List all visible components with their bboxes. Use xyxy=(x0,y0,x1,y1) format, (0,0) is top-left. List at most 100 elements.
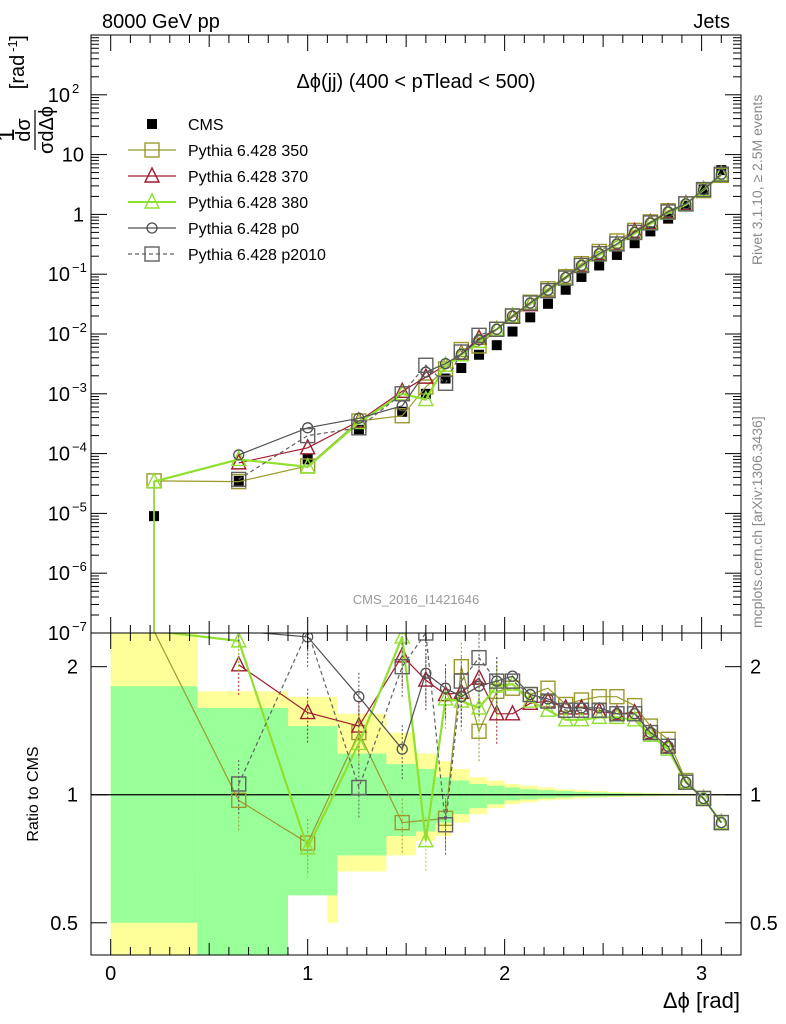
energy-label: 8000 GeV pp xyxy=(102,11,220,33)
data-point-p380 xyxy=(453,345,470,362)
data-point-p380 xyxy=(488,319,505,336)
ratio-point-p370 xyxy=(573,698,590,715)
data-point-cms xyxy=(397,406,408,417)
ratio-y-tick-label: 1 xyxy=(67,785,78,807)
data-point-p0 xyxy=(593,248,605,260)
ratio-point-p350 xyxy=(609,689,625,705)
data-point-p2010 xyxy=(609,236,625,252)
ratio-point-p380 xyxy=(350,733,368,751)
data-point-cms xyxy=(353,424,364,435)
series-line-p380 xyxy=(153,173,723,483)
ylabel-dsigma: dσ xyxy=(13,118,35,142)
uncertainty-band-green xyxy=(110,686,198,923)
ratio-point-p2010 xyxy=(504,673,521,689)
ratio-line-p350 xyxy=(154,633,722,844)
data-point-cms xyxy=(594,260,605,271)
data-point-p2010 xyxy=(522,295,538,311)
data-point-p0 xyxy=(491,323,503,335)
series-cms xyxy=(149,165,727,522)
data-point-p380 xyxy=(557,268,574,285)
ratio-point-p2010 xyxy=(394,658,410,675)
data-point-cms xyxy=(440,373,451,384)
y-tick-label: 1 xyxy=(73,204,84,226)
ratio-point-p0 xyxy=(473,680,485,692)
data-point-p2010 xyxy=(489,321,505,337)
data-point-p2010 xyxy=(394,386,410,402)
y-tick-label: 10 xyxy=(48,503,70,525)
ratio-point-p370 xyxy=(488,704,505,721)
ratio-y-tick-label: 0.5 xyxy=(50,913,78,935)
data-point-p2010 xyxy=(642,215,659,231)
ratio-point-p380 xyxy=(659,739,677,756)
ratio-point-p2010 xyxy=(713,814,730,831)
y-tick-label: 10 xyxy=(48,264,70,286)
ylabel-units-exp: -1 xyxy=(5,40,20,52)
series-line-p350 xyxy=(153,174,722,483)
ratio-point-p2010 xyxy=(642,724,659,741)
uncertainty-band-green xyxy=(327,726,338,896)
x-tick-label: 1 xyxy=(302,963,313,985)
ratio-point-p380 xyxy=(713,813,730,830)
main-x-axis-ticks xyxy=(110,35,722,633)
ratio-point-p2010 xyxy=(626,706,643,722)
y-tick-exponent: −6 xyxy=(72,559,87,574)
ratio-point-p2010 xyxy=(453,673,470,689)
ratio-y-axis: 0.5 0.5 1 1 2 2 xyxy=(50,657,778,935)
ratio-point-p380 xyxy=(230,633,247,648)
data-point-p0 xyxy=(628,226,641,239)
ratio-panel: 0.5 0.5 1 1 2 2 0 1 2 3 Ratio to CMS Δϕ [rad] xyxy=(25,632,778,1013)
y-tick-label: 10 xyxy=(48,85,70,107)
legend-marker-p370 xyxy=(143,166,161,183)
data-point-p380 xyxy=(695,180,712,197)
y-tick-exponent: −1 xyxy=(72,260,87,275)
series-p380 xyxy=(145,164,730,633)
y-tick-label: 10 xyxy=(48,563,70,585)
ylabel-one: 1 xyxy=(0,128,20,141)
data-point-p0 xyxy=(715,168,727,180)
main-y-axis-label: 1 dσ σdΔϕ [rad -1 ] xyxy=(0,35,58,154)
y-tick-label: 10 xyxy=(62,145,84,167)
ylabel-sigma-dphi: σdΔϕ xyxy=(36,106,58,154)
data-point-p2010 xyxy=(660,204,676,220)
ratio-point-p380 xyxy=(695,788,712,806)
data-point-p380 xyxy=(394,384,411,401)
series-p2010 xyxy=(231,166,730,488)
data-point-p2010 xyxy=(695,181,712,198)
ratio-point-p0 xyxy=(680,776,692,788)
ratio-frame xyxy=(90,632,742,956)
ratio-y-tick-label-right: 1 xyxy=(750,785,761,807)
data-point-p0 xyxy=(302,422,314,434)
data-point-cms xyxy=(525,312,536,323)
data-point-p380 xyxy=(145,472,163,489)
uncertainty-band-green xyxy=(451,780,470,815)
ratio-point-p0 xyxy=(439,682,452,694)
ratio-point-p2010 xyxy=(231,776,247,792)
data-point-p380 xyxy=(713,164,730,181)
y-tick-exponent: −2 xyxy=(72,320,87,335)
ratio-point-p0 xyxy=(353,691,365,703)
uncertainty-band-green xyxy=(337,753,387,856)
data-point-cms xyxy=(491,340,502,351)
data-point-p380 xyxy=(417,390,434,407)
data-point-p370 xyxy=(394,381,411,399)
ratio-point-p370 xyxy=(504,704,521,721)
mcplots-label: mcplots.cern.ch [arXiv:1306.3436] xyxy=(749,416,765,628)
ratio-y-label: Ratio to CMS xyxy=(25,746,42,841)
rivet-label: Rivet 3.1.10, ≥ 2.5M events xyxy=(749,95,765,265)
ylabel-units-close: ] xyxy=(7,35,29,41)
data-point-cms xyxy=(716,165,727,176)
data-point-p380 xyxy=(437,355,454,372)
ratio-point-p0 xyxy=(697,792,710,805)
data-point-p2010 xyxy=(504,308,521,324)
legend-label: Pythia 6.428 p2010 xyxy=(188,247,326,264)
uncertainty-band-green xyxy=(287,726,328,896)
legend-label: CMS xyxy=(188,117,224,134)
ratio-point-p380 xyxy=(591,707,608,725)
x-tick-label: 0 xyxy=(105,963,116,985)
ratio-point-p350 xyxy=(573,692,590,708)
data-point-cms xyxy=(560,284,571,295)
data-point-p0 xyxy=(611,238,623,250)
plot-title: Δϕ(jj) (400 < pTlead < 500) xyxy=(296,71,535,93)
data-point-p0 xyxy=(542,284,554,296)
data-point-p0 xyxy=(697,183,710,196)
